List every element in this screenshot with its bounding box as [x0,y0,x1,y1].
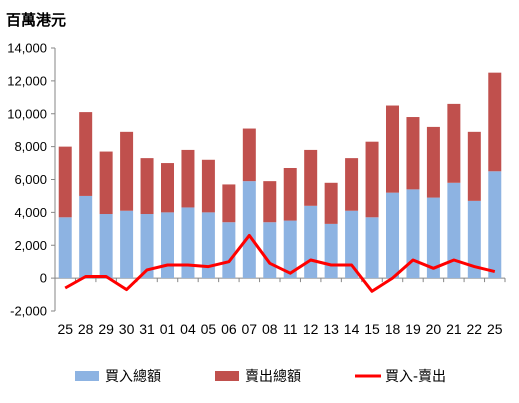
x-tick-label: 25 [57,321,73,337]
x-tick-label: 01 [160,321,176,337]
bar-buy-total [406,189,420,279]
bar-buy-total [181,207,195,279]
x-tick-label: 14 [344,321,360,337]
x-tick-label: 28 [78,321,94,337]
bar-buy-total [386,192,399,279]
x-tick-label: 06 [221,321,237,337]
bar-sell-total [365,141,379,218]
y-tick-label: 8,000 [14,139,47,154]
x-tick-label: 15 [364,321,380,337]
bar-buy-total [58,217,72,279]
x-tick-label: 30 [119,321,135,337]
bar-sell-total [488,72,502,172]
bar-buy-total [467,200,481,279]
net-line [64,233,496,293]
x-tick-label: 25 [487,321,503,337]
y-tick-label: 10,000 [7,106,47,121]
bar-buy-total [99,214,113,279]
bar-sell-total [58,146,72,218]
bar-sell-total [222,184,236,223]
bar-sell-total [406,117,420,190]
x-tick-label: 05 [201,321,217,337]
bar-sell-total [324,182,338,224]
y-tick-label: 14,000 [7,41,47,56]
bar-buy-total [242,181,256,279]
bar-sell-total [242,128,256,182]
unit-label: 百萬港元 [6,11,67,29]
bar-buy-total [161,212,174,279]
bar-buy-total [488,171,502,279]
x-tick-label: 20 [426,321,442,337]
x-tick-label: 12 [303,321,319,337]
x-tick-label: 11 [283,321,298,337]
bar-buy-total [201,212,215,279]
bar-sell-total [181,149,195,208]
bar-sell-total [304,149,318,206]
bar-buy-total [345,210,359,279]
x-tick-labels: 25 28 29 30 31 01 04 05 06 07 08 11 12 13 14 15 18 19 20 21… [57,321,502,337]
legend-buy-total-label: 買入總額 [105,368,161,385]
bar-sell-total [467,131,481,201]
line-layer [64,233,496,293]
y-tick-label: 2,000 [14,238,47,253]
y-tick-label: 0 [40,271,47,286]
legend-sell-total-swatch [215,371,239,381]
bar-buy-total [120,210,134,279]
x-tick-label: 04 [180,321,196,337]
bar-sell-total [161,163,174,213]
bar-buy-total [426,197,440,279]
x-tick-label: 21 [446,321,462,337]
x-tick-label: 13 [323,321,339,337]
bar-sell-total [447,103,461,183]
bar-buy-total [365,217,379,279]
bar-sell-total [263,181,277,223]
bar-sell-total [79,112,93,196]
bar-buy-total [447,182,461,279]
bar-sell-total [201,159,215,213]
bar-buy-total [263,222,277,279]
y-tick-label: 12,000 [7,73,47,88]
bar-sell-total [99,151,113,215]
legend-net-label: 買入-賣出 [385,369,446,385]
bar-sell-total [426,126,440,198]
x-tick-label: 07 [242,321,258,337]
y-tick-label: 6,000 [14,172,47,187]
bar-sell-total [386,105,399,193]
bar-buy-total [222,222,236,279]
y-tick-label: 4,000 [14,205,47,220]
x-tick-label: 18 [385,321,401,337]
bar-sell-total [283,167,297,221]
legend-sell-total-label: 賣出總額 [245,368,301,385]
y-tick-label: -2,000 [10,304,47,319]
bar-sell-total [140,158,154,215]
bar-buy-total [79,195,93,279]
x-tick-label: 22 [467,321,483,337]
x-tick-label: 31 [139,321,155,337]
bar-sell-total [120,131,134,211]
legend: 買入總額 賣出總額 買入-賣出 [75,368,446,385]
bar-buy-total [140,214,154,279]
bar-sell-total [345,158,359,211]
bars [58,72,502,279]
x-tick-label: 29 [98,321,114,337]
bar-buy-total [283,220,297,279]
x-tick-label: 08 [262,321,278,337]
legend-buy-total-swatch [75,371,99,381]
bar-buy-total [324,223,338,279]
x-tick-label: 19 [405,321,421,337]
bar-buy-total [304,205,318,279]
